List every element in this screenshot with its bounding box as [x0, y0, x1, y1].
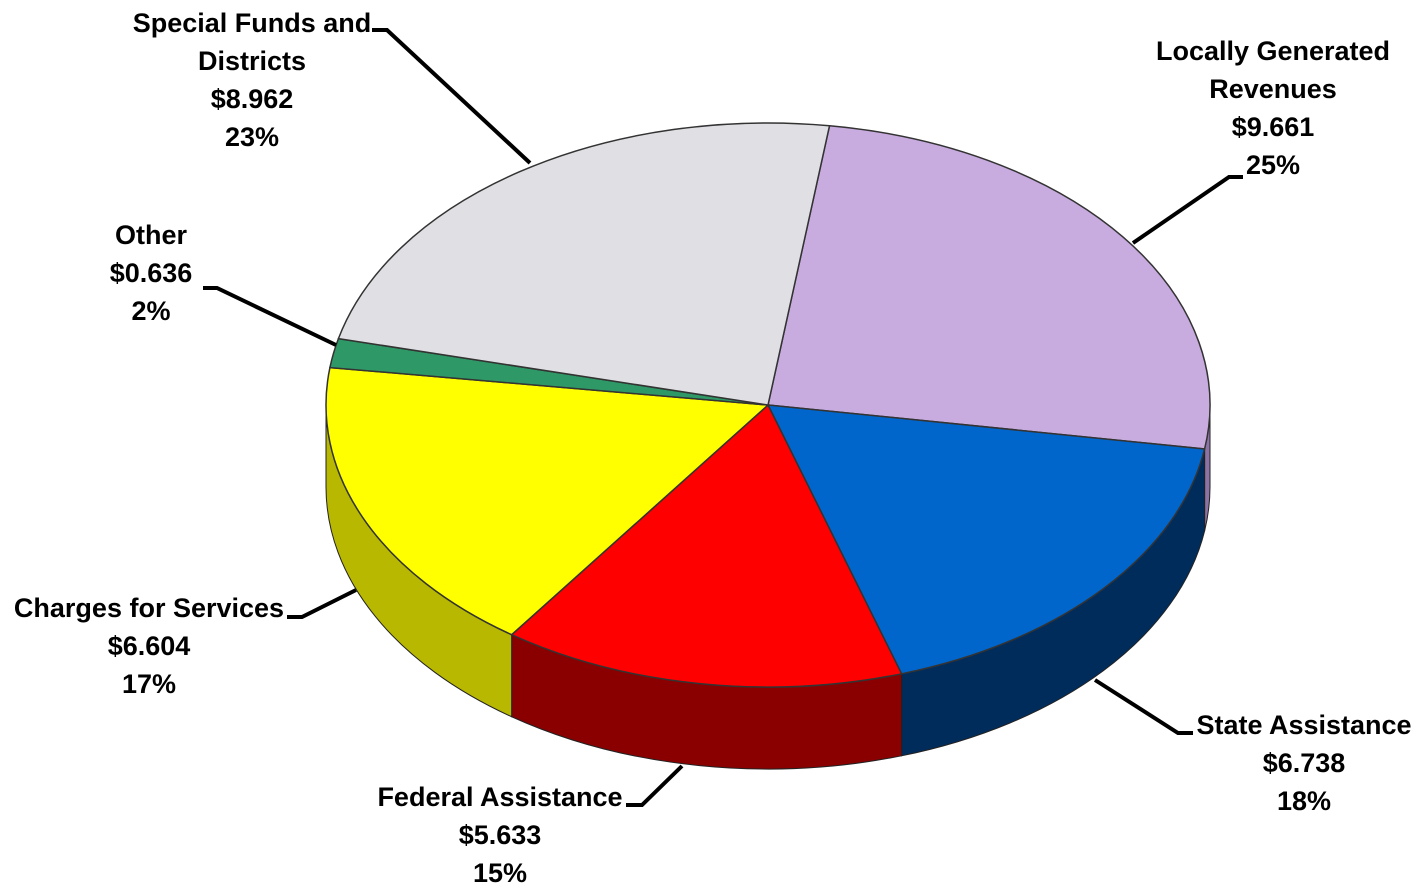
label-percent-locally-generated-revenues: 25%	[1246, 150, 1300, 180]
slice-charges-for-services	[325, 366, 770, 636]
label-special-funds-and-districts: Special Funds and Districts $8.962 23%	[133, 8, 372, 152]
slice-locally-generated-revenues	[767, 124, 1211, 450]
label-name-special-funds-and-districts-line2: Districts	[198, 46, 306, 76]
label-value-state-assistance: $6.738	[1263, 748, 1346, 778]
label-name-state-assistance: State Assistance	[1196, 710, 1411, 740]
label-charges-for-services: Charges for Services $6.604 17%	[14, 593, 284, 699]
label-name-federal-assistance: Federal Assistance	[377, 782, 622, 812]
label-name-charges-for-services: Charges for Services	[14, 593, 284, 623]
label-name-other: Other	[115, 220, 188, 250]
label-value-federal-assistance: $5.633	[459, 820, 542, 850]
leader-special-funds-and-districts	[372, 28, 532, 165]
label-other: Other $0.636 2%	[110, 220, 193, 326]
slice-federal-assistance	[510, 403, 903, 688]
label-value-locally-generated-revenues: $9.661	[1232, 112, 1315, 142]
slice-state-assistance	[766, 404, 1206, 675]
leader-charges-for-services	[287, 588, 357, 619]
label-value-other: $0.636	[110, 258, 193, 288]
label-percent-state-assistance: 18%	[1277, 786, 1331, 816]
label-name-locally-generated-revenues-line2: Revenues	[1209, 74, 1337, 104]
label-percent-federal-assistance: 15%	[473, 858, 527, 888]
label-percent-other: 2%	[131, 296, 170, 326]
label-percent-special-funds-and-districts: 23%	[225, 122, 279, 152]
leader-other	[203, 286, 337, 347]
label-state-assistance: State Assistance $6.738 18%	[1196, 710, 1411, 816]
label-federal-assistance: Federal Assistance $5.633 15%	[377, 782, 622, 888]
label-value-special-funds-and-districts: $8.962	[211, 84, 294, 114]
label-value-charges-for-services: $6.604	[108, 631, 191, 661]
leader-locally-generated-revenues	[1131, 175, 1243, 245]
label-percent-charges-for-services: 17%	[122, 669, 176, 699]
label-name-special-funds-and-districts-line1: Special Funds and	[133, 8, 372, 38]
slice-special-funds-and-districts	[337, 122, 831, 406]
slice-labels: Locally Generated Revenues $9.661 25% State …	[14, 8, 1412, 888]
label-leader-lines	[203, 28, 1243, 807]
label-name-locally-generated-revenues-line1: Locally Generated	[1156, 36, 1390, 66]
pie-tops	[325, 122, 1211, 688]
label-locally-generated-revenues: Locally Generated Revenues $9.661 25%	[1156, 36, 1390, 180]
leader-federal-assistance	[626, 764, 684, 807]
leader-state-assistance	[1093, 678, 1193, 735]
